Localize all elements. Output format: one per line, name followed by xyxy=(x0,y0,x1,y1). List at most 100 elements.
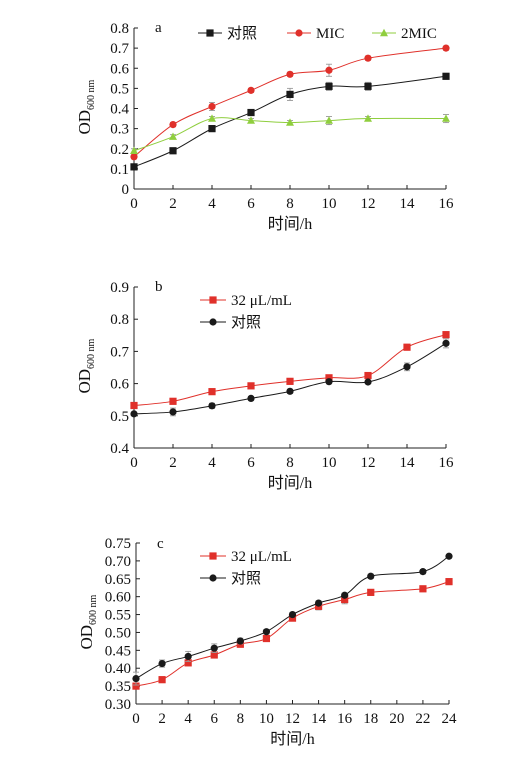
y-tick-label: 0.4 xyxy=(110,102,129,118)
legend: 32 μL/mL 对照 xyxy=(200,293,292,331)
y-tick-label: 0.35 xyxy=(105,679,131,695)
x-tick-label: 6 xyxy=(247,455,255,471)
x-tick-label: 16 xyxy=(439,196,455,212)
data-point xyxy=(184,659,192,667)
panel-label: c xyxy=(157,536,164,552)
legend-label: 对照 xyxy=(231,314,261,331)
y-axis-label-subscript: 600 nm xyxy=(86,79,97,110)
legend-item: 32 μL/mL xyxy=(200,549,292,565)
legend: 对照 MIC 2MIC xyxy=(198,25,437,42)
x-tick-label: 4 xyxy=(184,711,192,727)
series-line xyxy=(135,581,450,687)
legend-label: 对照 xyxy=(227,25,257,42)
data-point xyxy=(286,118,294,126)
x-tick-label: 8 xyxy=(286,196,294,212)
data-point xyxy=(169,121,177,129)
y-axis-label-main: OD xyxy=(75,110,94,135)
series-line xyxy=(133,47,447,158)
x-tick-label: 14 xyxy=(311,711,327,727)
y-tick-label: 0 xyxy=(122,182,130,198)
chart-panel-a: 0 0.1 0.2 0.3 0.4 0.5 0.6 0.7 0.8 0 2 4 6 8 10 12 14 16 时间… xyxy=(75,20,454,233)
data-point xyxy=(169,397,177,405)
x-tick-label: 10 xyxy=(322,455,337,471)
data-point xyxy=(286,377,294,385)
legend-label: 32 μL/mL xyxy=(231,549,292,565)
x-axis-label: 时间/h xyxy=(268,474,312,492)
data-point xyxy=(419,568,427,576)
data-point xyxy=(208,102,216,111)
data-point xyxy=(247,116,255,124)
data-point xyxy=(442,72,450,80)
x-tick-label: 20 xyxy=(389,711,404,727)
x-tick-label: 12 xyxy=(361,455,376,471)
data-point xyxy=(314,599,323,607)
data-point xyxy=(364,114,372,122)
y-axis-label-subscript: 600 nm xyxy=(86,338,97,369)
data-point xyxy=(442,339,450,347)
x-tick-label: 24 xyxy=(442,711,458,727)
legend-marker xyxy=(206,29,214,37)
data-point xyxy=(364,378,372,386)
x-tick-label: 6 xyxy=(211,711,219,727)
x-axis-label: 时间/h xyxy=(270,730,314,748)
data-point xyxy=(286,387,294,395)
legend-marker xyxy=(295,29,303,37)
legend-label: 对照 xyxy=(231,570,261,587)
data-point xyxy=(132,674,140,683)
legend-item: 2MIC xyxy=(372,26,437,42)
data-point xyxy=(130,146,138,154)
data-point xyxy=(445,552,453,560)
legend-marker xyxy=(209,574,217,582)
y-tick-label: 0.7 xyxy=(110,344,129,360)
legend: 32 μL/mL 对照 xyxy=(200,549,292,587)
y-axis-label: OD600 nm xyxy=(77,594,99,649)
x-tick-label: 6 xyxy=(247,196,255,212)
legend-item: MIC xyxy=(287,26,344,42)
y-tick-label: 0.5 xyxy=(110,81,129,97)
x-tick-label: 4 xyxy=(208,196,216,212)
data-point xyxy=(403,363,411,371)
data-point xyxy=(442,44,450,52)
y-tick-label: 0.65 xyxy=(105,572,131,588)
legend-item: 对照 xyxy=(200,314,261,331)
data-point xyxy=(325,66,333,74)
data-point xyxy=(442,114,450,122)
series-3 xyxy=(130,114,450,154)
x-tick-label: 12 xyxy=(285,711,300,727)
series-2 xyxy=(130,44,450,161)
data-point xyxy=(158,676,166,684)
y-tick-label: 0.7 xyxy=(110,41,129,57)
data-point xyxy=(132,682,140,690)
data-point xyxy=(247,394,255,403)
legend-marker xyxy=(209,318,217,326)
data-point xyxy=(158,659,166,668)
data-point xyxy=(341,591,349,599)
y-tick-label: 0.6 xyxy=(110,377,129,393)
data-point xyxy=(341,595,349,604)
y-tick-label: 0.50 xyxy=(105,625,131,641)
data-point xyxy=(419,585,427,593)
data-point xyxy=(130,163,138,171)
y-tick-label: 0.70 xyxy=(105,554,131,570)
y-axis-label: OD600 nm xyxy=(75,79,97,134)
x-tick-label: 0 xyxy=(130,455,138,471)
data-point xyxy=(236,637,244,645)
legend-item: 对照 xyxy=(198,25,257,42)
y-axis-label-main: OD xyxy=(75,369,94,394)
legend-label: 32 μL/mL xyxy=(231,293,292,309)
data-point xyxy=(130,401,138,410)
y-tick-label: 0.8 xyxy=(110,21,129,37)
panel-label: a xyxy=(155,20,162,36)
data-point xyxy=(325,378,333,386)
x-tick-label: 18 xyxy=(363,711,378,727)
data-point xyxy=(442,331,450,339)
y-axis-label: OD600 nm xyxy=(75,338,97,393)
data-point xyxy=(247,108,255,117)
data-point xyxy=(208,114,216,122)
data-point xyxy=(262,628,271,636)
y-axis-label-main: OD xyxy=(77,625,96,650)
legend-marker xyxy=(380,28,388,37)
x-tick-label: 16 xyxy=(439,455,455,471)
